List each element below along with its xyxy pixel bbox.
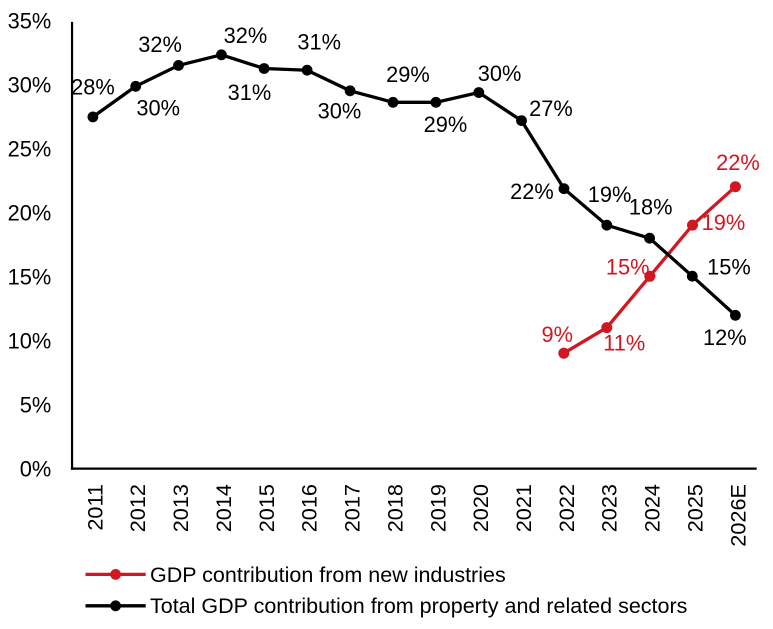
svg-text:2026E: 2026E <box>725 484 750 547</box>
svg-text:30%: 30% <box>478 61 522 86</box>
svg-text:18%: 18% <box>629 194 673 219</box>
svg-text:2011: 2011 <box>82 484 107 531</box>
svg-text:15%: 15% <box>606 255 650 280</box>
svg-text:0%: 0% <box>20 456 52 481</box>
svg-text:2013: 2013 <box>168 484 193 532</box>
svg-text:GDP contribution from new indu: GDP contribution from new industries <box>150 563 506 587</box>
svg-text:12%: 12% <box>703 325 747 350</box>
svg-text:32%: 32% <box>224 23 268 48</box>
svg-text:35%: 35% <box>8 8 52 33</box>
svg-text:2014: 2014 <box>211 484 236 532</box>
svg-text:15%: 15% <box>707 255 751 280</box>
svg-text:29%: 29% <box>386 62 430 87</box>
svg-text:10%: 10% <box>8 328 52 353</box>
svg-text:2015: 2015 <box>254 484 279 532</box>
svg-text:15%: 15% <box>8 264 52 289</box>
svg-text:30%: 30% <box>8 72 52 97</box>
svg-text:2025: 2025 <box>683 484 708 532</box>
svg-text:29%: 29% <box>424 112 468 137</box>
svg-text:19%: 19% <box>588 182 632 207</box>
svg-text:30%: 30% <box>136 95 180 120</box>
svg-text:20%: 20% <box>8 200 52 225</box>
svg-text:2024: 2024 <box>640 484 665 532</box>
svg-text:31%: 31% <box>297 29 341 54</box>
svg-text:Total GDP contribution from pr: Total GDP contribution from property and… <box>150 594 687 618</box>
svg-text:2023: 2023 <box>597 484 622 532</box>
svg-text:19%: 19% <box>702 210 746 235</box>
svg-text:2016: 2016 <box>297 484 322 532</box>
svg-text:25%: 25% <box>8 136 52 161</box>
svg-text:2012: 2012 <box>125 484 150 532</box>
svg-text:2019: 2019 <box>425 484 450 532</box>
svg-text:28%: 28% <box>71 74 115 99</box>
svg-text:22%: 22% <box>716 150 760 175</box>
svg-text:27%: 27% <box>529 96 573 121</box>
svg-text:2021: 2021 <box>511 484 536 532</box>
svg-text:9%: 9% <box>542 322 574 347</box>
svg-text:2020: 2020 <box>468 484 493 532</box>
svg-text:2022: 2022 <box>554 484 579 532</box>
svg-text:32%: 32% <box>138 32 182 57</box>
svg-text:22%: 22% <box>510 179 554 204</box>
svg-text:5%: 5% <box>20 392 52 417</box>
svg-text:31%: 31% <box>228 80 272 105</box>
svg-text:30%: 30% <box>318 99 362 124</box>
svg-text:2018: 2018 <box>382 484 407 532</box>
svg-text:2017: 2017 <box>340 484 365 532</box>
svg-text:11%: 11% <box>603 330 645 355</box>
